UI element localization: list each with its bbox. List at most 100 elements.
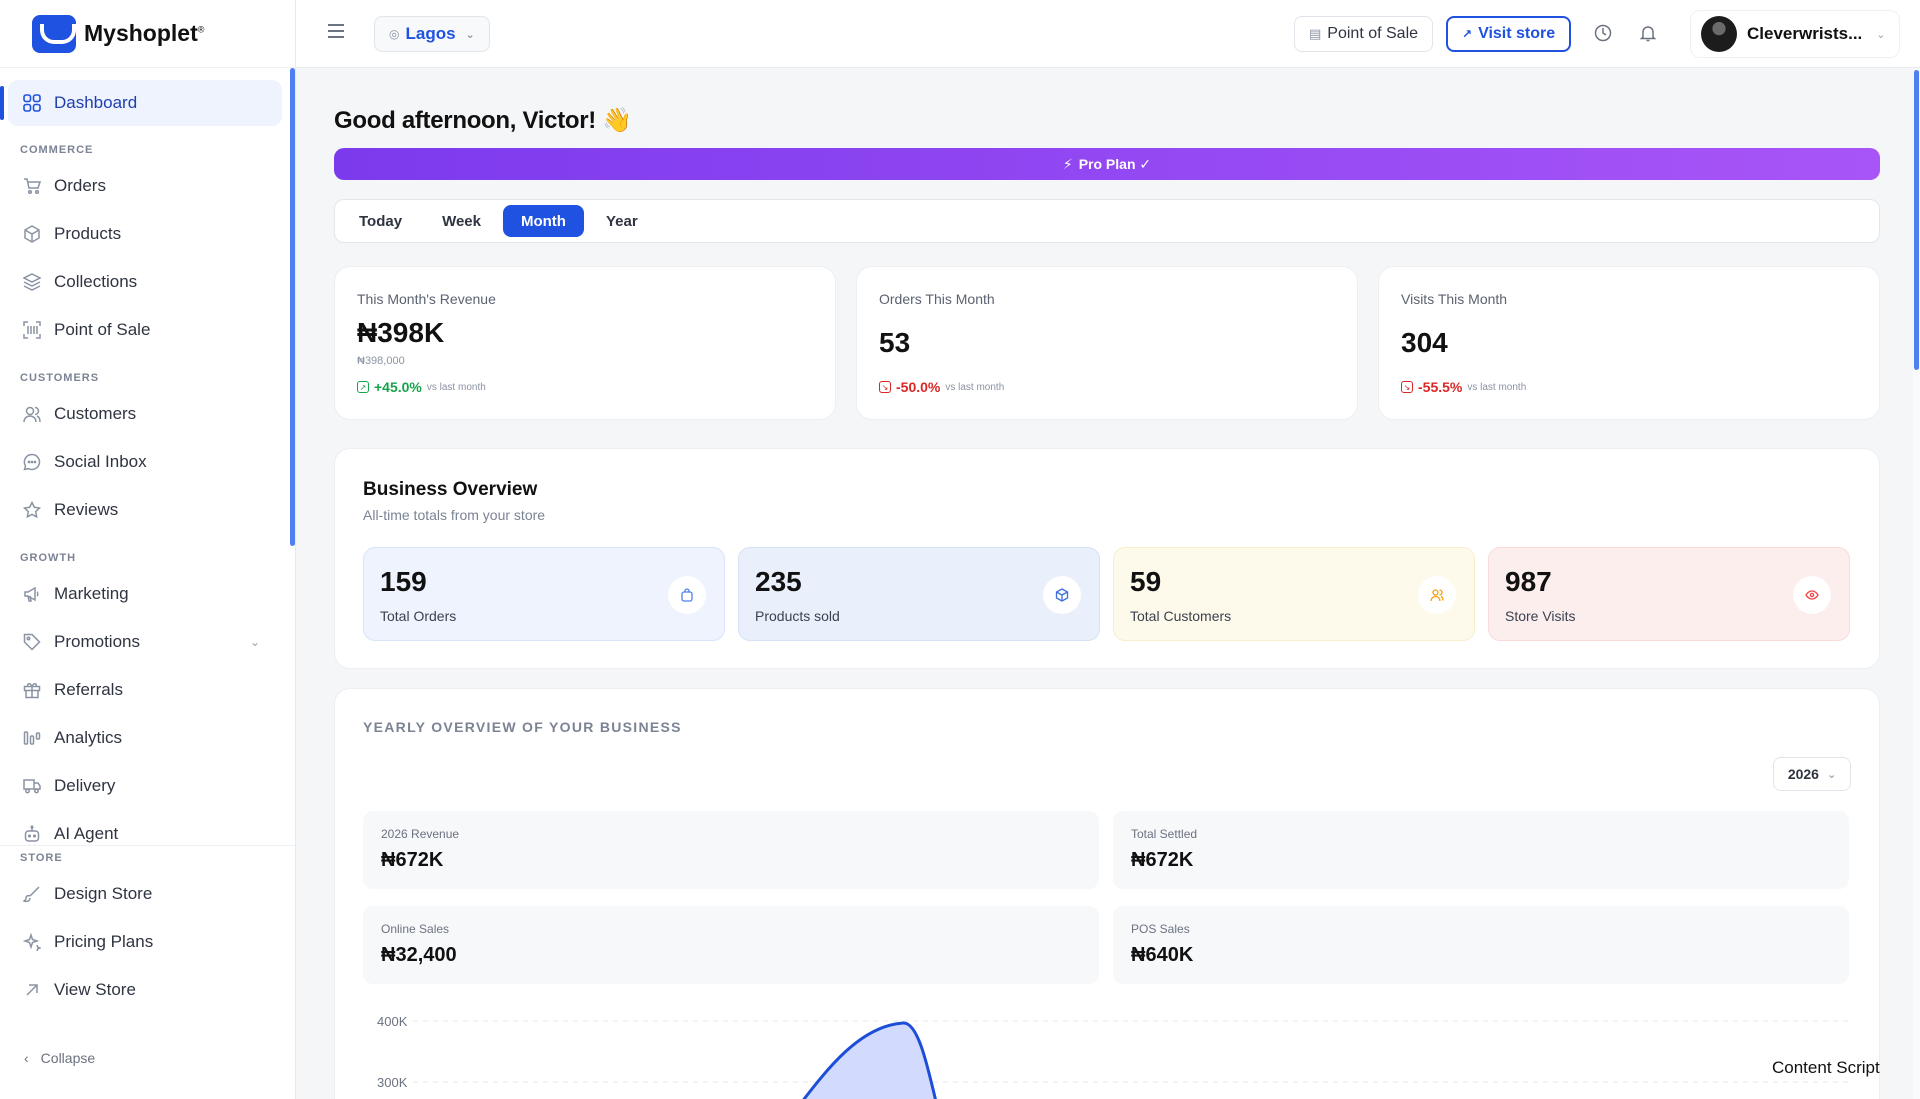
sidebar-item-label: Reviews bbox=[54, 500, 119, 519]
change-note: vs last month bbox=[945, 381, 1005, 393]
summary-label: Total Settled bbox=[1131, 827, 1198, 841]
summary-value: ₦32,400 bbox=[381, 944, 457, 966]
star-icon bbox=[22, 500, 42, 520]
visit-label: Visit store bbox=[1478, 25, 1556, 42]
location-label: Lagos bbox=[405, 24, 456, 43]
brand-logo[interactable]: Myshoplet® bbox=[0, 0, 295, 68]
content-script-overlay: Content Script bbox=[1772, 1058, 1880, 1077]
box-icon bbox=[22, 224, 42, 244]
tab-week[interactable]: Week bbox=[442, 212, 481, 230]
sidebar-item-delivery[interactable]: Delivery bbox=[0, 762, 290, 810]
sidebar-scrollbar[interactable] bbox=[290, 68, 295, 546]
stat-change: ↘ -55.5% vs last month bbox=[1401, 379, 1526, 395]
change-percent: -50.0% bbox=[896, 379, 941, 395]
sidebar-item-products[interactable]: Products bbox=[0, 210, 290, 258]
brand-name: Myshoplet® bbox=[84, 20, 205, 46]
plan-label: Pro Plan ✓ bbox=[1078, 155, 1152, 172]
tile-value: 59 bbox=[1130, 566, 1162, 597]
chevron-down-icon[interactable]: ⌄ bbox=[249, 635, 260, 649]
sidebar-item-pricing-plans[interactable]: Pricing Plans bbox=[0, 918, 295, 966]
truck-icon bbox=[22, 776, 42, 796]
business-overview: Business Overview All-time totals from y… bbox=[334, 448, 1880, 669]
revenue-card: This Month's Revenue ₦398K ₦398,000 ↗ +4… bbox=[334, 266, 836, 420]
logo-icon bbox=[32, 14, 76, 53]
tag-icon bbox=[22, 632, 42, 652]
bag-icon bbox=[668, 576, 706, 614]
gift-icon bbox=[22, 680, 42, 700]
online-sales-summary: Online Sales ₦32,400 bbox=[363, 906, 1099, 984]
page-scrollbar[interactable] bbox=[1914, 70, 1919, 370]
sidebar-nav: Dashboard COMMERCE Orders Products Colle… bbox=[0, 80, 290, 858]
bell-icon[interactable] bbox=[1637, 22, 1659, 44]
tab-year[interactable]: Year bbox=[605, 212, 638, 230]
sidebar-item-customers[interactable]: Customers bbox=[0, 390, 290, 438]
section-title: YEARLY OVERVIEW OF YOUR BUSINESS bbox=[363, 719, 682, 735]
cart-icon bbox=[22, 176, 42, 196]
section-subtitle: All-time totals from your store bbox=[363, 507, 546, 523]
help-icon[interactable] bbox=[1592, 22, 1614, 44]
avatar bbox=[1701, 16, 1737, 52]
sidebar-item-label: Promotions bbox=[54, 632, 140, 651]
sidebar-item-label: Point of Sale bbox=[54, 320, 151, 339]
sidebar-item-orders[interactable]: Orders bbox=[0, 162, 290, 210]
user-menu[interactable]: Cleverwrists... ⌄ bbox=[1690, 10, 1900, 58]
collapse-label: Collapse bbox=[40, 1050, 96, 1066]
tile-label: Total Orders bbox=[380, 608, 457, 624]
change-note: vs last month bbox=[426, 381, 486, 393]
chevron-down-icon: ⌄ bbox=[1876, 28, 1886, 41]
sidebar-item-collections[interactable]: Collections bbox=[0, 258, 290, 306]
section-title: Business Overview bbox=[363, 479, 538, 500]
pro-plan-banner[interactable]: ⚡ Pro Plan ✓ bbox=[334, 148, 1880, 180]
page-scroll-track[interactable] bbox=[1913, 68, 1920, 1099]
sidebar-item-dashboard[interactable]: Dashboard bbox=[0, 80, 282, 126]
collapse-button[interactable]: ‹ Collapse bbox=[24, 1050, 95, 1066]
stat-change: ↗ +45.0% vs last month bbox=[357, 379, 486, 395]
orders-card: Orders This Month 53 ↘ -50.0% vs last mo… bbox=[856, 266, 1358, 420]
sidebar-item-design-store[interactable]: Design Store bbox=[0, 870, 295, 918]
sidebar-item-referrals[interactable]: Referrals bbox=[0, 666, 290, 714]
arrow-up-right-icon: ↗ bbox=[1462, 27, 1473, 41]
sidebar-item-marketing[interactable]: Marketing bbox=[0, 570, 290, 618]
stat-label: Visits This Month bbox=[1401, 291, 1508, 307]
trend-up-icon: ↗ bbox=[357, 381, 369, 393]
sidebar-item-label: Orders bbox=[54, 176, 106, 195]
area-fill bbox=[804, 1022, 936, 1099]
sidebar-item-promotions[interactable]: Promotions ⌄ bbox=[0, 618, 290, 666]
sidebar-item-label: Dashboard bbox=[54, 93, 138, 112]
summary-label: 2026 Revenue bbox=[381, 827, 460, 841]
tab-month[interactable]: Month bbox=[502, 205, 584, 237]
users-icon bbox=[1418, 576, 1456, 614]
section-store: STORE bbox=[20, 852, 63, 864]
sidebar-item-ai-agent[interactable]: AI Agent bbox=[0, 810, 290, 858]
sidebar-item-label: Social Inbox bbox=[54, 452, 147, 471]
sidebar-item-social-inbox[interactable]: Social Inbox bbox=[0, 438, 290, 486]
revenue-summary: 2026 Revenue ₦672K bbox=[363, 811, 1099, 889]
sidebar-item-reviews[interactable]: Reviews bbox=[0, 486, 290, 534]
location-selector[interactable]: ◎ Lagos ⌄ bbox=[374, 16, 490, 52]
sidebar-item-analytics[interactable]: Analytics bbox=[0, 714, 290, 762]
tab-today[interactable]: Today bbox=[359, 212, 403, 230]
point-of-sale-button[interactable]: ▤ Point of Sale bbox=[1294, 16, 1434, 52]
sidebar-item-point-of-sale[interactable]: Point of Sale bbox=[0, 306, 290, 354]
users-icon bbox=[22, 404, 42, 424]
sidebar-item-label: Customers bbox=[54, 404, 137, 423]
revenue-chart: 400K 300K bbox=[377, 1014, 1853, 1099]
change-percent: -55.5% bbox=[1418, 379, 1463, 395]
yearly-overview: YEARLY OVERVIEW OF YOUR BUSINESS 2026 ⌄ … bbox=[334, 688, 1880, 1099]
stat-value: ₦398K bbox=[357, 317, 445, 348]
tile-label: Total Customers bbox=[1130, 608, 1232, 624]
sidebar-item-label: Products bbox=[54, 224, 122, 243]
total-orders-tile: 159 Total Orders bbox=[363, 547, 725, 641]
products-sold-tile: 235 Products sold bbox=[738, 547, 1100, 641]
eye-icon bbox=[1793, 576, 1831, 614]
summary-value: ₦640K bbox=[1131, 944, 1194, 966]
year-selector[interactable]: 2026 ⌄ bbox=[1773, 757, 1851, 791]
summary-value: ₦672K bbox=[1131, 849, 1194, 871]
tile-value: 159 bbox=[380, 566, 427, 597]
tile-value: 235 bbox=[755, 566, 802, 597]
visit-store-button[interactable]: ↗ Visit store bbox=[1446, 16, 1572, 52]
user-name: Cleverwrists... bbox=[1747, 24, 1863, 43]
sidebar-item-label: Collections bbox=[54, 272, 138, 291]
sidebar-item-view-store[interactable]: View Store bbox=[0, 966, 295, 1014]
menu-icon[interactable] bbox=[328, 24, 344, 38]
